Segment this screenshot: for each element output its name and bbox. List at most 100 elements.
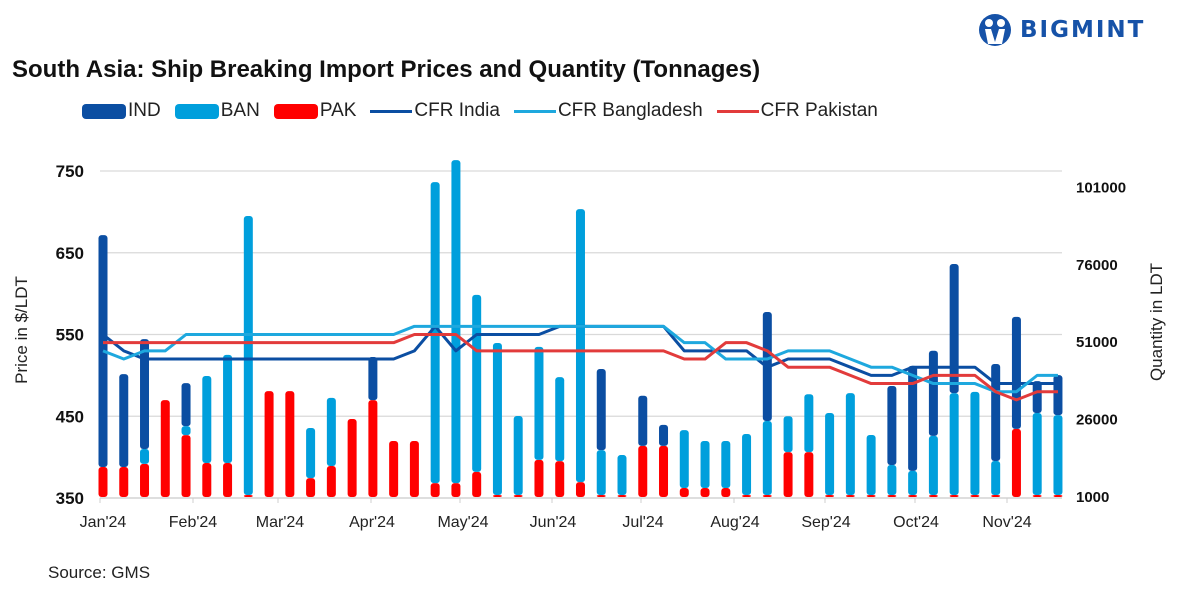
bar-ban [742,434,752,495]
bar-pak [928,495,938,497]
bar-pak [679,488,689,497]
x-tick-label: Aug'24 [710,514,759,531]
line-cfr-bangladesh [102,324,1058,394]
x-tick-label: Feb'24 [169,514,218,531]
bar-ind [908,365,918,471]
bar-pak [472,471,482,497]
bar-pak [326,466,336,497]
legend-label: CFR India [414,100,500,121]
logo-text: BIGMINT [1020,17,1146,43]
bar-ban [243,216,253,495]
bar-pak [347,418,357,497]
bar-ban [617,455,627,495]
legend-item-cfr-pakistan: CFR Pakistan [716,100,878,122]
bar-pak [845,495,855,497]
bar-pak [762,495,772,497]
y-tick-label: 550 [56,326,84,345]
legend-label: IND [128,100,161,121]
x-tick-label: Oct'24 [893,514,939,531]
bar-pak [804,452,814,497]
legend-item-cfr-bangladesh: CFR Bangladesh [513,100,703,122]
bar-ban [513,416,523,495]
bar-ind [368,357,378,401]
y-tick-label: 350 [56,489,84,508]
bar-pak [742,495,752,497]
y-tick-label: 450 [56,407,84,426]
bar-pak [638,445,648,497]
bar-ban [575,209,585,483]
bar-ban [1032,412,1042,495]
bar-pak [202,462,212,497]
bar-pak [306,478,316,497]
bar-pak [866,495,876,497]
y2-tick-label: 1000 [1076,489,1109,506]
bar-pak [98,466,108,497]
bar-ban [928,435,938,495]
bar-ban [223,354,233,463]
bar-pak [949,495,959,497]
bar-ind [659,424,669,446]
bar-ban [202,375,212,463]
bar-ind [949,264,959,394]
y-tick-label: 650 [56,244,84,263]
bar-pak [492,495,502,497]
bar-ban [596,450,606,495]
legend-item-pak: PAK [273,100,356,122]
y2-axis-label: Quantity in LDT [1147,263,1166,381]
bar-ban [534,346,544,460]
bar-ind [638,395,648,446]
bar-pak [409,440,419,497]
bar-ban [721,440,731,489]
legend-label: BAN [220,100,260,121]
bar-pak [513,495,523,497]
bar-pak [430,483,440,497]
x-tick-label: Jul'24 [622,514,663,531]
bar-ban [762,421,772,495]
bar-ind [1011,316,1021,429]
y2-tick-label: 101000 [1076,179,1126,196]
bar-pak [991,495,1001,497]
legend-swatch [513,109,556,113]
bar-pak [534,459,544,497]
bar-ind [1053,375,1063,416]
bar-pak [575,482,585,497]
bar-pak [970,495,980,497]
bar-ind [1032,381,1042,413]
bar-pak [555,461,565,497]
x-tick-label: Sep'24 [801,514,850,531]
legend-swatch [716,109,759,113]
bar-ind [596,368,606,451]
bar-pak [783,452,793,497]
bar-ban [887,464,897,495]
chart-title: South Asia: Ship Breaking Import Prices … [12,56,761,83]
legend-swatch [174,103,219,119]
bar-pak [1053,495,1063,497]
legend-label: CFR Pakistan [760,100,878,121]
bar-pak [140,463,150,497]
line-cfr-pakistan [103,333,1058,402]
bar-ban [949,393,959,495]
bar-ban [908,470,918,495]
x-tick-label: Jan'24 [80,514,127,531]
bar-pak [264,391,274,497]
legend-item-cfr-india: CFR India [370,100,500,122]
bar-ban [306,427,316,479]
y2-tick-label: 26000 [1076,412,1118,429]
bar-pak [119,466,129,497]
bar-ban [825,412,835,495]
x-tick-label: May'24 [437,514,488,531]
bar-pak [223,462,233,497]
bar-ban [679,430,689,489]
bar-pak [617,495,627,497]
bar-pak [596,495,606,497]
bar-ban [451,160,461,484]
bar-pak [887,495,897,497]
legend-item-ind: IND [82,100,161,122]
legend-swatch [273,103,318,119]
bar-pak [451,483,461,497]
bar-ban [991,460,1001,495]
y-axis-label: Price in $/LDT [12,276,31,384]
bar-ban [783,416,793,453]
legend-swatch [82,103,126,119]
